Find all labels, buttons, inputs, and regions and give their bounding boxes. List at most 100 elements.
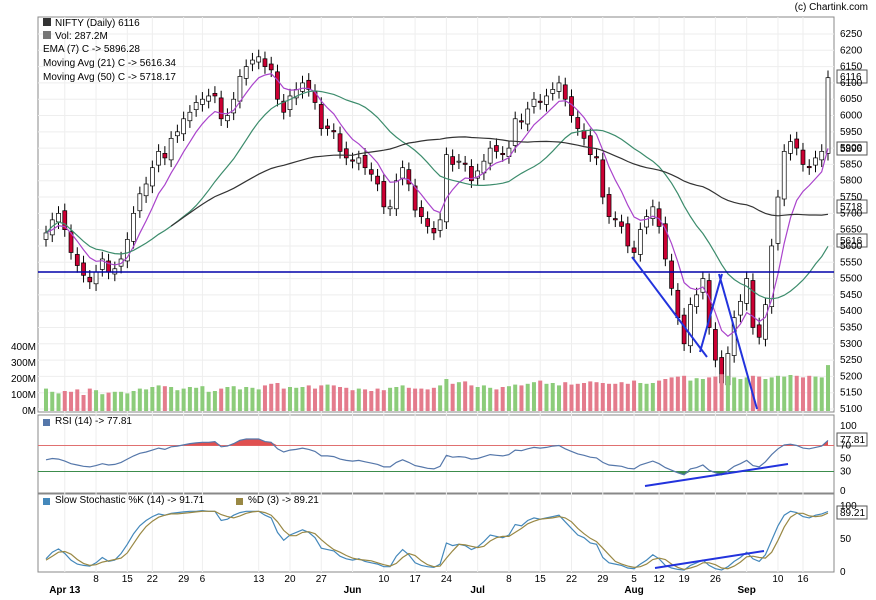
price-tick-label: 6250 xyxy=(840,29,863,40)
candle-body xyxy=(225,115,230,122)
volume-tick-label: 300M xyxy=(11,358,36,369)
candle-body xyxy=(212,92,218,97)
legend-ema: EMA (7) C -> 5896.28 xyxy=(43,44,140,55)
candle-body xyxy=(68,231,74,253)
volume-bar xyxy=(306,385,311,411)
volume-bar xyxy=(713,376,718,411)
candle-body xyxy=(469,166,474,182)
candle-body xyxy=(124,239,130,262)
candle-body xyxy=(331,130,337,133)
stoch-k-swatch xyxy=(43,498,50,505)
ema-line xyxy=(45,73,829,337)
trendline-down xyxy=(631,256,708,358)
candle-body xyxy=(744,278,750,304)
candle-body xyxy=(813,157,818,166)
stoch-tick-label: 50 xyxy=(840,534,852,545)
date-tick-label: Sep xyxy=(738,585,756,596)
candle-body xyxy=(544,95,549,105)
volume-bar xyxy=(287,387,292,411)
volume-bar xyxy=(75,389,80,411)
legend-ma21: Moving Avg (21) C -> 5616.34 xyxy=(43,58,176,69)
volume-bar xyxy=(125,393,130,411)
candle-body xyxy=(62,210,68,231)
volume-bar xyxy=(56,393,61,411)
volume-bar xyxy=(162,386,167,411)
volume-tick-label: 200M xyxy=(11,374,36,385)
candle-body xyxy=(537,100,543,103)
volume-bar xyxy=(281,388,286,411)
volume-bar xyxy=(707,377,712,411)
close-value-tag-box xyxy=(836,69,868,84)
candle-body xyxy=(450,156,455,165)
legend-title: NIFTY (Daily) 6116 xyxy=(55,18,140,29)
candle-body xyxy=(375,175,380,185)
candle-body xyxy=(337,133,343,152)
volume-bar xyxy=(588,381,593,411)
date-tick-label: Apr 13 xyxy=(49,585,81,596)
price-tick-label: 5200 xyxy=(840,371,863,382)
volume-bar xyxy=(625,383,630,411)
candle-body xyxy=(131,212,136,242)
volume-bar xyxy=(525,383,530,411)
volume-bar xyxy=(369,391,374,411)
volume-bar xyxy=(300,387,305,411)
price-tick-label: 5950 xyxy=(840,127,863,138)
volume-bar xyxy=(788,375,793,411)
candle-body xyxy=(425,218,430,227)
candle-body xyxy=(150,167,155,187)
volume-bar xyxy=(463,381,468,411)
legend-price: NIFTY (Daily) 6116 Vol: 287.2M EMA (7) C… xyxy=(43,18,176,83)
date-tick-label: 29 xyxy=(597,574,609,585)
volume-bar xyxy=(69,391,74,411)
candle-body xyxy=(512,118,518,146)
candle-body xyxy=(706,280,712,328)
candle-body xyxy=(800,149,806,165)
candle-body xyxy=(306,79,312,90)
candle-body xyxy=(494,145,499,152)
candle-body xyxy=(218,97,224,120)
candle-body xyxy=(168,137,174,161)
volume-bar xyxy=(550,383,555,411)
volume-bar xyxy=(763,379,768,411)
legend-stoch-k: Slow Stochastic %K (14) -> 91.71 xyxy=(55,495,205,506)
date-tick-label: Aug xyxy=(624,585,643,596)
volume-bar xyxy=(137,388,142,411)
volume-bar xyxy=(144,389,149,411)
rsi-tick-label: 100 xyxy=(840,421,857,432)
candle-body xyxy=(74,254,80,266)
volume-bar xyxy=(506,386,511,411)
volume-swatch xyxy=(43,31,51,39)
volume-bar xyxy=(725,375,730,411)
candle-body xyxy=(581,130,587,139)
candle-body xyxy=(431,227,437,234)
candle-body xyxy=(594,156,599,159)
date-tick-label: 12 xyxy=(654,574,666,585)
candle-body xyxy=(487,147,493,164)
candle-body xyxy=(575,117,581,129)
volume-bar xyxy=(450,383,455,411)
volume-bar xyxy=(644,383,649,411)
candle-body xyxy=(688,304,693,347)
volume-bar xyxy=(269,383,274,411)
candle-body xyxy=(713,329,718,361)
volume-bar xyxy=(632,380,637,411)
volume-bar xyxy=(206,391,211,411)
volume-bar xyxy=(194,387,199,411)
stoch-trendline xyxy=(654,550,765,569)
candle-body xyxy=(262,58,268,67)
volume-bar xyxy=(669,377,674,411)
volume-bar xyxy=(675,376,680,411)
candle-body xyxy=(669,260,674,289)
volume-bar xyxy=(169,387,174,411)
price-tick-label: 5850 xyxy=(840,159,863,170)
volume-bar xyxy=(150,387,155,411)
volume-bar xyxy=(544,383,549,411)
candle-body xyxy=(243,66,249,79)
volume-bar xyxy=(156,385,161,411)
candle-body xyxy=(256,56,262,63)
ma50-value-tag-box xyxy=(836,199,868,214)
price-tick-label: 5250 xyxy=(840,355,863,366)
volume-bar xyxy=(819,377,824,411)
stoch-value-tag: 89.21 xyxy=(840,508,865,519)
